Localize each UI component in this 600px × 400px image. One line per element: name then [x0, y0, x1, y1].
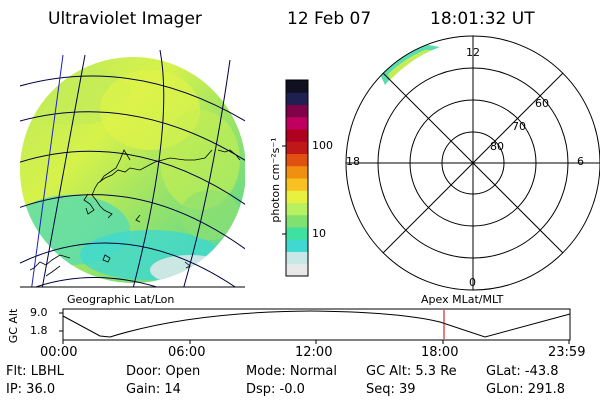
- colorbar-segment: [286, 190, 308, 203]
- status-gain: Gain: 14: [126, 382, 181, 397]
- polar-plot: [345, 35, 600, 291]
- status-dsp: Dsp: -0.0: [246, 382, 305, 397]
- colorbar-segment: [286, 263, 308, 277]
- colorbar-unit-label: photon cm⁻²s⁻¹: [269, 137, 282, 223]
- colorbar-segment: [286, 80, 308, 93]
- colorbar-segment: [286, 116, 308, 130]
- colorbar-segment: [286, 214, 308, 228]
- altitude-plot: [59, 308, 571, 344]
- time-label: 18:01:32 UT: [430, 9, 535, 29]
- mlt-0-label: 0: [469, 276, 476, 289]
- geographic-grid: [20, 50, 245, 287]
- colorbar-segment: [286, 227, 308, 240]
- colorbar-segment: [286, 153, 308, 167]
- colorbar-segment: [286, 165, 308, 179]
- date-label: 12 Feb 07: [287, 9, 372, 29]
- polar-projection-label: Apex MLat/MLT: [421, 293, 504, 306]
- colorbar-segment: [286, 178, 308, 191]
- map-projection-label: Geographic Lat/Lon: [67, 293, 175, 306]
- mlat-70-label: 70: [512, 120, 526, 133]
- status-mode: Mode: Normal: [246, 364, 337, 379]
- colorbar-segment: [286, 251, 308, 265]
- colorbar-segment: [286, 104, 308, 118]
- colorbar: [286, 80, 308, 277]
- xtick-2359: 23:59: [548, 345, 586, 360]
- altitude-ymax: 9.0: [30, 306, 48, 319]
- status-door: Door: Open: [126, 364, 201, 379]
- colorbar-tick-100: 100: [312, 139, 333, 152]
- mlt-6-label: 6: [577, 155, 584, 168]
- colorbar-tick-10: 10: [312, 227, 326, 240]
- coastline: [29, 149, 241, 277]
- uvi-image: [20, 57, 245, 283]
- colorbar-segment: [286, 202, 308, 216]
- xtick-0000: 00:00: [40, 345, 78, 360]
- mlat-80-label: 80: [490, 140, 504, 153]
- colorbar-segment: [286, 141, 308, 154]
- instrument-title: Ultraviolet Imager: [48, 9, 202, 29]
- xtick-0600: 06:00: [168, 345, 206, 360]
- mlt-12-label: 12: [466, 46, 480, 59]
- colorbar-segment: [286, 129, 308, 142]
- xtick-1800: 18:00: [421, 345, 459, 360]
- status-gc-alt: GC Alt: 5.3 Re: [366, 364, 457, 379]
- status-filter: Flt: LBHL: [6, 364, 64, 379]
- status-seq: Seq: 39: [366, 382, 416, 397]
- status-glat: GLat: -43.8: [486, 364, 559, 379]
- mlt-18-label: 18: [346, 155, 360, 168]
- xtick-1200: 12:00: [295, 345, 333, 360]
- colorbar-segment: [286, 239, 308, 252]
- status-ip: IP: 36.0: [6, 382, 56, 397]
- altitude-ymin: 1.8: [30, 324, 48, 337]
- altitude-ylabel: GC Alt: [7, 308, 20, 344]
- colorbar-segment: [286, 92, 308, 105]
- status-glon: GLon: 291.8: [486, 382, 566, 397]
- mlat-60-label: 60: [535, 97, 549, 110]
